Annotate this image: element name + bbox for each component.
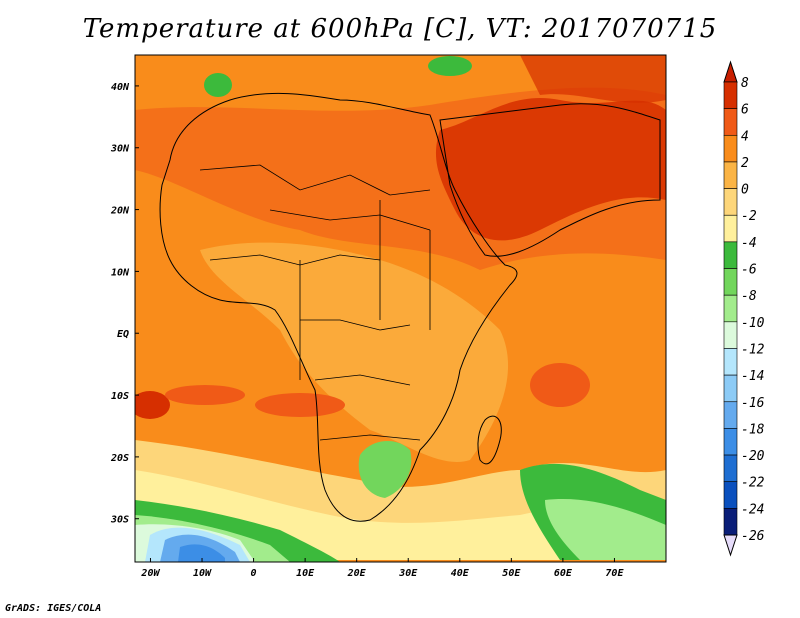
colorbar-label: -26 (741, 529, 765, 544)
colorbar-label: 0 (741, 183, 749, 198)
colorbar-cell (723, 161, 738, 189)
y-tick-label: 30S (110, 515, 129, 526)
x-tick-label: 20W (140, 568, 160, 579)
colorbar-cell (723, 401, 738, 429)
x-axis-ticks: 20W 10W 0 10E 20E 30E 40E 50E 60E 70E (140, 558, 624, 579)
y-tick-label: 20S (110, 453, 129, 464)
colorbar-cell (723, 81, 738, 109)
grads-credit: GrADS: IGES/COLA (5, 603, 102, 614)
colorbar-cell (723, 508, 738, 536)
colorbar-cell (723, 214, 738, 243)
colorbar-label: -12 (741, 342, 765, 357)
colorbar-cell (723, 108, 738, 136)
colorbar-cell (723, 454, 738, 483)
x-tick-label: 0 (251, 568, 257, 579)
y-tick-label: EQ (117, 329, 129, 340)
colorbar-label: 2 (741, 156, 749, 171)
colorbar: 8 6 4 2 0 -2 -4 -6 -8 -10 -12 -14 -16 -18 -20 -22 -24 -26 (723, 60, 765, 557)
colorbar-label: -22 (741, 476, 765, 491)
colorbar-under-arrow (723, 534, 738, 557)
colorbar-label: -6 (741, 263, 757, 278)
colorbar-cell (723, 348, 738, 376)
x-tick-label: 60E (554, 568, 573, 579)
colorbar-cell (723, 321, 738, 349)
colorbar-label: -24 (741, 502, 764, 517)
colorbar-label: 8 (741, 76, 749, 91)
y-axis-ticks: 40N 30N 20N 10N EQ 10S 20S 30S (110, 82, 139, 526)
x-tick-label: 10E (296, 568, 315, 579)
temperature-field (135, 55, 666, 562)
colorbar-cell (723, 294, 738, 323)
x-tick-label: 40E (451, 568, 470, 579)
colorbar-label: -14 (741, 369, 764, 384)
y-tick-label: 40N (111, 82, 130, 93)
y-tick-label: 20N (110, 206, 130, 217)
plot-frame (134, 54, 667, 563)
y-tick-label: 10S (111, 391, 129, 402)
colorbar-over-arrow (723, 60, 738, 83)
colorbar-label: -2 (741, 209, 757, 224)
x-tick-label: 10W (193, 568, 212, 579)
x-tick-label: 20E (347, 568, 367, 579)
x-tick-label: 70E (605, 568, 624, 579)
colorbar-cell (723, 134, 738, 163)
colorbar-cell (723, 374, 738, 403)
colorbar-cell (723, 268, 738, 296)
map-title: Temperature at 600hPa [C], VT: 201707071… (82, 14, 718, 44)
colorbar-label: 6 (741, 103, 749, 118)
x-tick-label: 30E (398, 568, 418, 579)
y-tick-label: 30N (110, 144, 130, 155)
colorbar-label: -10 (741, 316, 765, 331)
colorbar-cell (723, 241, 738, 269)
colorbar-label: -4 (741, 236, 757, 251)
colorbar-cell (723, 428, 738, 456)
colorbar-cell (723, 481, 738, 509)
colorbar-cell (723, 188, 738, 216)
colorbar-label: 4 (741, 129, 749, 144)
colorbar-label: -8 (741, 289, 757, 304)
colorbar-label: -20 (741, 449, 765, 464)
colorbar-label: -18 (741, 422, 765, 437)
y-tick-label: 10N (111, 267, 130, 278)
colorbar-label: -16 (741, 396, 765, 411)
x-tick-label: 50E (502, 568, 521, 579)
